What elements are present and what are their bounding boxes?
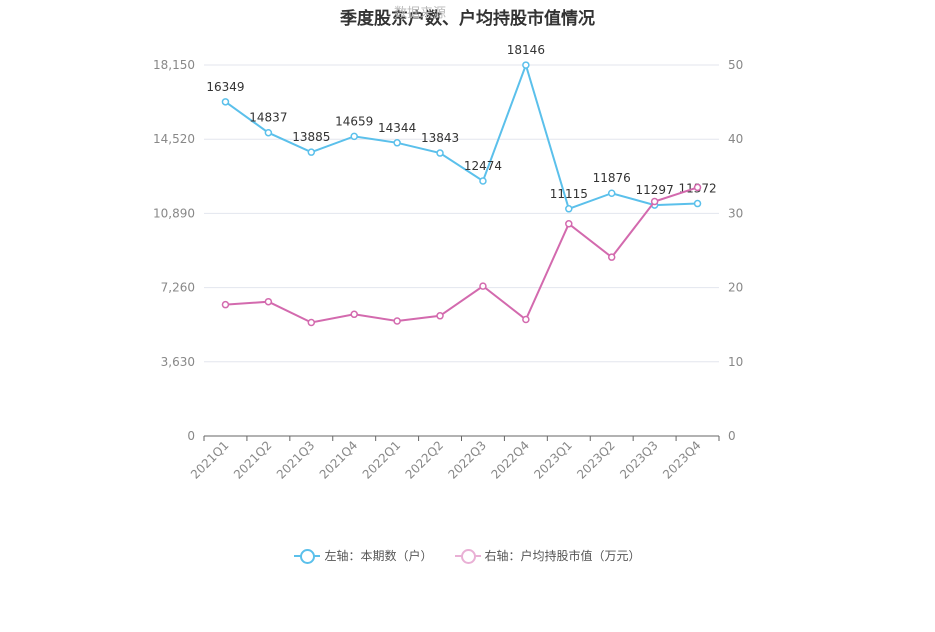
data-label: 18146: [507, 43, 545, 57]
data-point-left: [307, 148, 316, 156]
x-axis-tick-label: 2022Q3: [446, 438, 490, 482]
right-axis-tick-label: 10: [728, 355, 743, 369]
data-point-right: [350, 310, 358, 319]
data-label: 11876: [593, 171, 631, 185]
right-axis-tick-label: 40: [728, 132, 743, 146]
data-label: 16349: [206, 80, 244, 94]
left-axis-tick-label: 0: [187, 429, 195, 443]
x-axis-tick-label: 2021Q3: [274, 438, 318, 482]
data-point-left: [393, 139, 401, 147]
left-axis-tick-label: 14,520: [153, 132, 195, 146]
legend-item-right[interactable]: 右轴：户均持股市值（万元）: [454, 547, 641, 564]
data-point-left: [693, 199, 702, 208]
data-point-right: [436, 312, 444, 320]
data-point-left: [264, 128, 273, 137]
data-point-right: [693, 183, 702, 192]
watermark: 数据来源: [394, 6, 447, 21]
legend-label-left: 左轴：本期数（户）: [324, 549, 433, 563]
chart-title: 季度股东户数、户均持股市值情况: [340, 9, 595, 29]
x-axis-tick-label: 2023Q1: [531, 438, 575, 482]
right-axis-tick-label: 30: [728, 206, 743, 220]
x-axis-tick-label: 2023Q4: [660, 438, 704, 482]
data-point-right: [393, 317, 401, 325]
data-label: 14837: [249, 111, 287, 125]
legend-swatch-right: [454, 548, 481, 564]
right-axis-tick-label: 0: [728, 429, 736, 443]
legend-marker-right: [460, 548, 476, 564]
data-point-left: [436, 149, 444, 157]
series-line-right: [225, 186, 698, 324]
data-label: 14344: [378, 121, 416, 135]
data-point-right: [264, 297, 273, 306]
data-point-right: [307, 318, 316, 327]
x-axis-tick-label: 2021Q1: [188, 438, 232, 482]
x-axis-tick-label: 2021Q2: [231, 438, 275, 482]
x-axis-tick-label: 2023Q3: [617, 438, 661, 482]
data-label: 12474: [464, 159, 502, 173]
data-label: 13885: [292, 130, 330, 144]
data-label: 13843: [421, 131, 459, 145]
series-line-left: [224, 61, 698, 211]
data-label: 11115: [550, 187, 588, 201]
data-point-left: [350, 132, 358, 141]
data-point-right: [479, 282, 487, 290]
data-label: 11297: [636, 183, 674, 197]
left-axis-tick-label: 18,150: [153, 58, 195, 72]
data-point-right: [221, 300, 230, 309]
x-axis-tick-label: 2021Q4: [317, 438, 361, 482]
left-axis-tick-label: 3,630: [161, 355, 195, 369]
legend-item-left[interactable]: 左轴：本期数（户）: [294, 547, 433, 564]
left-axis-tick-label: 7,260: [161, 281, 195, 295]
legend-label-right: 右轴：户均持股市值（万元）: [484, 549, 641, 563]
x-axis-tick-label: 2023Q2: [574, 438, 618, 482]
left-axis-tick-label: 10,890: [153, 206, 195, 220]
data-point-right: [522, 315, 530, 324]
data-point-left: [479, 177, 487, 185]
data-point-right: [650, 197, 659, 206]
data-point-right: [607, 253, 616, 261]
data-point-left: [522, 61, 530, 69]
right-axis-tick-label: 20: [728, 281, 743, 295]
data-point-right: [565, 220, 573, 228]
x-axis-tick-label: 2022Q1: [360, 438, 404, 482]
chart-legend: 左轴：本期数（户） 右轴：户均持股市值（万元）: [0, 547, 935, 564]
x-axis-tick-label: 2022Q4: [488, 438, 532, 482]
x-axis-tick-label: 2022Q2: [403, 438, 447, 482]
legend-marker-left: [300, 548, 316, 564]
data-point-left: [607, 189, 616, 197]
data-point-left: [565, 205, 573, 213]
data-point-left: [221, 98, 230, 106]
data-label: 14659: [335, 114, 373, 128]
legend-swatch-left: [294, 548, 321, 564]
right-axis-tick-label: 50: [728, 58, 743, 72]
